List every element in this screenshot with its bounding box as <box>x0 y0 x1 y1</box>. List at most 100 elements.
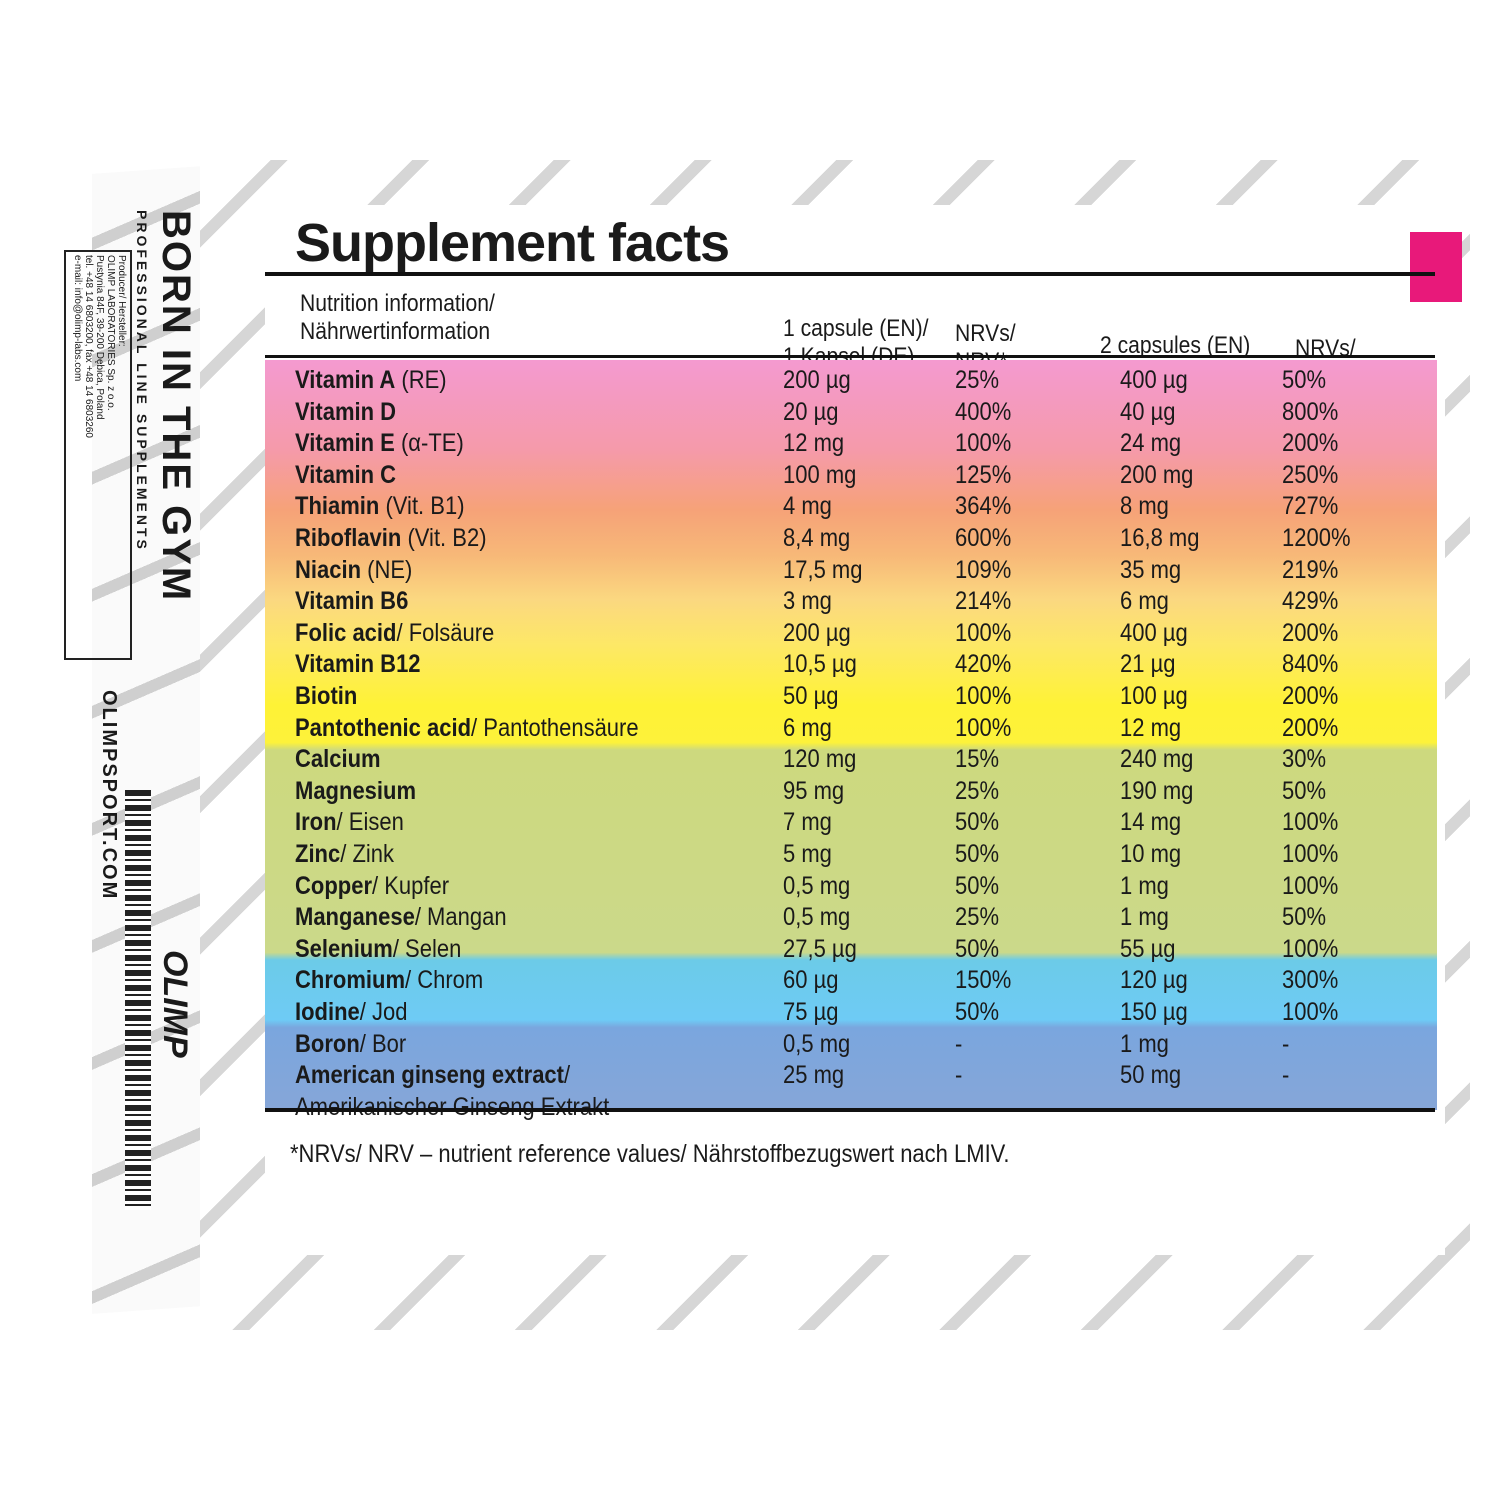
table-row: Zinc/ Zink 5 mg 50% 10 mg 100% <box>265 840 1437 871</box>
nrv-1-capsule: - <box>955 1061 963 1090</box>
nrv-2-capsules: 30% <box>1282 745 1327 774</box>
table-row-continuation: Amerikanischer Ginseng Extrakt <box>265 1093 1437 1124</box>
nrv-1-capsule: 214% <box>955 587 1012 616</box>
nrv-2-capsules: - <box>1282 1061 1290 1090</box>
nrv-1-capsule: 109% <box>955 555 1012 584</box>
nrv-2-capsules: 250% <box>1282 460 1339 489</box>
nutrient-name: Copper/ Kupfer <box>295 871 450 900</box>
amount-1-capsule: 0,5 mg <box>783 1029 851 1058</box>
table-row: Chromium/ Chrom 60 µg 150% 120 µg 300% <box>265 966 1437 997</box>
nrv-1-capsule: 400% <box>955 397 1012 426</box>
table-row: Riboflavin (Vit. B2) 8,4 mg 600% 16,8 mg… <box>265 524 1437 555</box>
amount-2-capsules: 8 mg <box>1120 492 1169 521</box>
table-row: Vitamin B6 3 mg 214% 6 mg 429% <box>265 587 1437 618</box>
nrv-2-capsules: 100% <box>1282 871 1339 900</box>
amount-1-capsule: 5 mg <box>783 840 832 868</box>
amount-1-capsule: 200 µg <box>783 366 851 394</box>
website-text: OLIMPSPORT.COM <box>98 690 120 901</box>
producer-info: Producer/ Hersteller: OLIMP LABORATORIES… <box>64 250 132 660</box>
brand-slogan: BORN IN THE GYM <box>154 210 198 603</box>
nrv-1-capsule: 100% <box>955 618 1012 647</box>
amount-1-capsule: 50 µg <box>783 682 839 710</box>
amount-1-capsule: 95 mg <box>783 776 845 805</box>
amount-1-capsule: 120 mg <box>783 745 857 774</box>
amount-1-capsule: 60 µg <box>783 966 839 995</box>
table-row: Magnesium 95 mg 25% 190 mg 50% <box>265 777 1437 808</box>
nrv-2-capsules: 50% <box>1282 776 1327 805</box>
nutrient-name: Zinc/ Zink <box>295 840 395 868</box>
amount-1-capsule: 7 mg <box>783 808 832 837</box>
nrv-2-capsules: - <box>1282 1029 1290 1058</box>
page-title: Supplement facts <box>295 213 730 273</box>
nutrient-name: Thiamin (Vit. B1) <box>295 492 465 521</box>
divider <box>265 272 1435 276</box>
table-row: Vitamin E (α-TE) 12 mg 100% 24 mg 200% <box>265 429 1437 460</box>
amount-1-capsule: 6 mg <box>783 713 832 742</box>
amount-2-capsules: 10 mg <box>1120 840 1182 868</box>
nrv-2-capsules: 1200% <box>1282 524 1351 552</box>
nrv-2-capsules: 200% <box>1282 682 1339 710</box>
header-col3: 2 capsules (EN) <box>1100 332 1251 359</box>
amount-1-capsule: 4 mg <box>783 492 832 521</box>
nrv-1-capsule: 150% <box>955 966 1012 995</box>
amount-1-capsule: 3 mg <box>783 587 832 616</box>
nrv-1-capsule: 50% <box>955 840 1000 868</box>
header-nutrition: Nutrition information/ Nährwertinformati… <box>300 290 495 345</box>
olimp-logo: OLIMP <box>156 950 194 1058</box>
divider <box>265 1108 1435 1112</box>
nrv-2-capsules: 219% <box>1282 555 1339 584</box>
nutrient-name: Magnesium <box>295 776 417 805</box>
footnote: *NRVs/ NRV – nutrient reference values/ … <box>290 1140 1010 1168</box>
nutrient-name: Vitamin A (RE) <box>295 366 447 394</box>
amount-2-capsules: 400 µg <box>1120 618 1188 647</box>
amount-1-capsule: 12 mg <box>783 429 845 458</box>
nrv-2-capsules: 200% <box>1282 429 1339 458</box>
nrv-2-capsules: 200% <box>1282 618 1339 647</box>
nrv-2-capsules: 200% <box>1282 713 1339 742</box>
amount-1-capsule: 20 µg <box>783 397 839 426</box>
amount-2-capsules: 55 µg <box>1120 934 1176 963</box>
table-row: Pantothenic acid/ Pantothensäure 6 mg 10… <box>265 714 1437 745</box>
accent-stripe <box>1410 232 1462 302</box>
table-row: Boron/ Bor 0,5 mg - 1 mg - <box>265 1030 1437 1061</box>
amount-2-capsules: 24 mg <box>1120 429 1182 458</box>
nutrient-name: Calcium <box>295 745 381 774</box>
nutrient-name: Selenium/ Selen <box>295 934 462 963</box>
nutrient-name: Manganese/ Mangan <box>295 903 507 932</box>
amount-2-capsules: 14 mg <box>1120 808 1182 837</box>
table-row: Thiamin (Vit. B1) 4 mg 364% 8 mg 727% <box>265 492 1437 523</box>
amount-2-capsules: 16,8 mg <box>1120 524 1200 552</box>
amount-2-capsules: 190 mg <box>1120 776 1194 805</box>
table-row: Selenium/ Selen 27,5 µg 50% 55 µg 100% <box>265 935 1437 966</box>
amount-1-capsule: 0,5 mg <box>783 903 851 932</box>
amount-2-capsules: 1 mg <box>1120 1029 1169 1058</box>
amount-2-capsules: 35 mg <box>1120 555 1182 584</box>
amount-2-capsules: 200 mg <box>1120 460 1194 489</box>
amount-1-capsule: 25 mg <box>783 1061 845 1090</box>
nrv-1-capsule: 25% <box>955 366 1000 394</box>
amount-2-capsules: 40 µg <box>1120 397 1176 426</box>
nutrient-name: Biotin <box>295 682 358 710</box>
nrv-2-capsules: 100% <box>1282 998 1339 1026</box>
table-row: Manganese/ Mangan 0,5 mg 25% 1 mg 50% <box>265 903 1437 934</box>
table-row: Vitamin D 20 µg 400% 40 µg 800% <box>265 398 1437 429</box>
table-row: Vitamin C 100 mg 125% 200 mg 250% <box>265 461 1437 492</box>
nrv-1-capsule: 25% <box>955 903 1000 932</box>
amount-2-capsules: 12 mg <box>1120 713 1182 742</box>
nutrient-name: Vitamin D <box>295 397 397 426</box>
brand-subline: PROFESSIONAL LINE SUPPLEMENTS <box>134 210 150 552</box>
nutrient-name-line2: Amerikanischer Ginseng Extrakt <box>295 1092 610 1121</box>
nrv-1-capsule: 25% <box>955 776 1000 805</box>
amount-1-capsule: 17,5 mg <box>783 555 863 584</box>
nrv-1-capsule: 100% <box>955 713 1012 742</box>
amount-2-capsules: 1 mg <box>1120 903 1169 932</box>
amount-1-capsule: 27,5 µg <box>783 934 857 963</box>
amount-2-capsules: 240 mg <box>1120 745 1194 774</box>
nutrient-name: American ginseng extract/ <box>295 1061 571 1090</box>
nrv-1-capsule: 600% <box>955 524 1012 552</box>
table-row: Copper/ Kupfer 0,5 mg 50% 1 mg 100% <box>265 872 1437 903</box>
nutrient-name: Riboflavin (Vit. B2) <box>295 524 487 552</box>
amount-1-capsule: 200 µg <box>783 618 851 647</box>
nutrient-name: Folic acid/ Folsäure <box>295 618 495 647</box>
nrv-1-capsule: 15% <box>955 745 1000 774</box>
